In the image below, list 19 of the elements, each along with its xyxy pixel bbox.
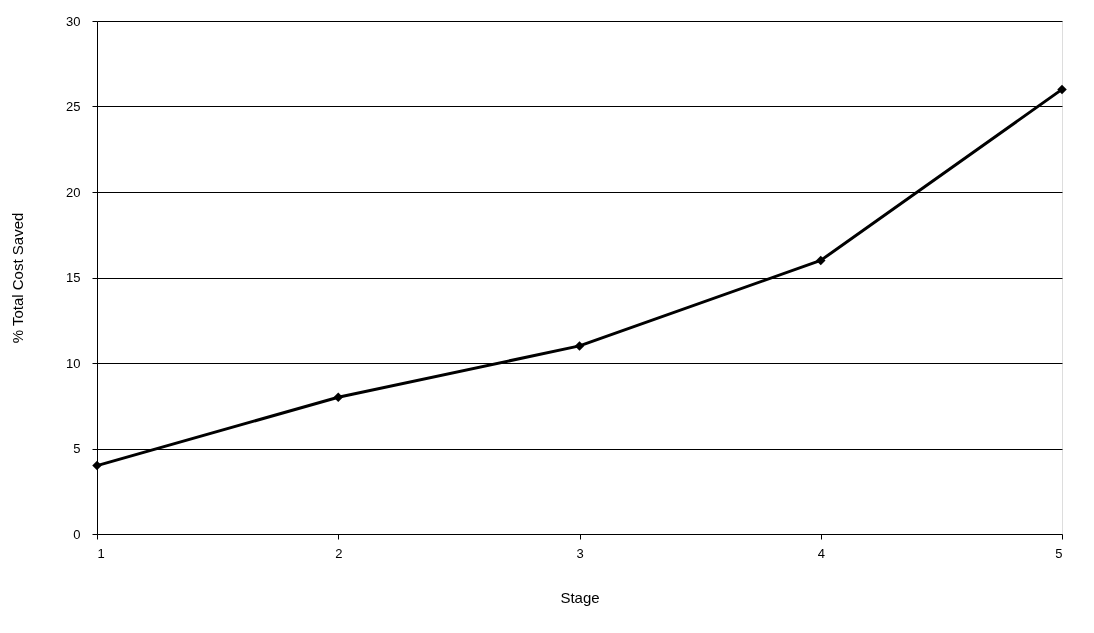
y-tick-label: 20: [66, 184, 81, 200]
point: [1057, 84, 1067, 95]
x-axis-title: Stage: [560, 588, 600, 606]
point: [92, 460, 102, 471]
y-tick-label: 5: [73, 441, 81, 456]
y-tick-label: 25: [66, 99, 81, 114]
x-tick-label: 3: [576, 545, 584, 561]
x-tick-label: 1: [97, 545, 105, 561]
point: [816, 255, 826, 266]
y-tick-label: 30: [66, 13, 81, 29]
x-tick-label: 4: [817, 545, 825, 561]
x-tick-label: 2: [335, 545, 343, 561]
point: [574, 341, 585, 351]
point: [333, 392, 343, 402]
y-tick-label: 15: [66, 270, 81, 285]
y-tick-label: 10: [66, 355, 81, 371]
y-axis-title: % Total Cost Saved: [9, 212, 27, 344]
x-tick-label: 5: [1055, 545, 1063, 561]
y-tick-label: 0: [73, 526, 81, 542]
